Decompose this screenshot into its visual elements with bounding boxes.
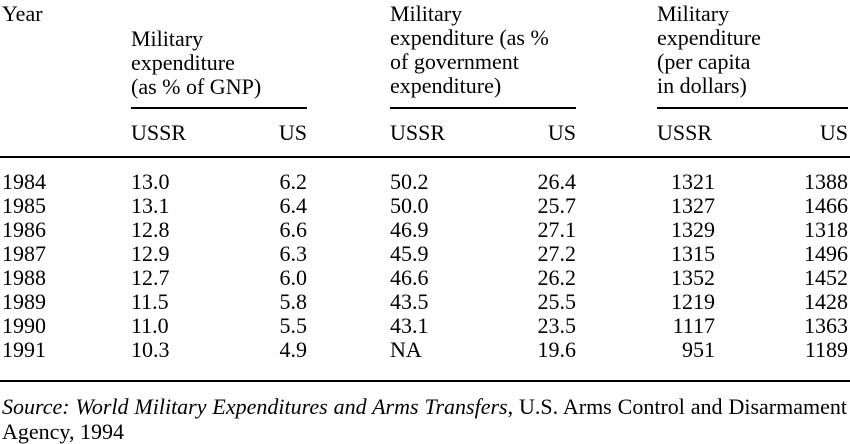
group-header-per-capita-line-4: in dollars) xyxy=(657,73,747,98)
cell-per-capita-us: 1318 xyxy=(804,217,848,242)
cell-government-us: 19.6 xyxy=(537,337,577,362)
group-header-gnp-line-1: Military xyxy=(131,26,204,51)
cell-government-us: 25.7 xyxy=(537,193,577,218)
cell-government-ussr: NA xyxy=(390,337,422,362)
cell-per-capita-ussr: 1329 xyxy=(671,217,715,242)
cell-per-capita-us: 1466 xyxy=(804,193,848,218)
cell-gnp-ussr: 10.3 xyxy=(131,337,170,362)
cell-per-capita-us: 1496 xyxy=(804,241,848,266)
cell-per-capita-us: 1363 xyxy=(804,313,848,338)
table-row: 1991 10.3 4.9 NA 19.6 951 1189 xyxy=(0,338,850,362)
group-header-government-line-4: expenditure) xyxy=(390,73,502,98)
row-year: 1989 xyxy=(2,289,46,314)
cell-gnp-us: 6.0 xyxy=(279,265,308,290)
row-year: 1988 xyxy=(2,265,46,290)
group-header-government-line-3: of government xyxy=(390,49,519,74)
cell-government-ussr: 45.9 xyxy=(390,241,429,266)
table-row: 1988 12.7 6.0 46.6 26.2 1352 1452 xyxy=(0,266,850,290)
table-bottom-rule xyxy=(0,380,850,382)
cell-per-capita-us: 1428 xyxy=(804,289,848,314)
cell-government-ussr: 46.6 xyxy=(390,265,429,290)
group-rule-gnp xyxy=(131,107,307,109)
table-row: 1990 11.0 5.5 43.1 23.5 1117 1363 xyxy=(0,314,850,338)
cell-government-us: 27.2 xyxy=(537,241,577,266)
group-header-per-capita-line-2: expenditure xyxy=(657,25,761,50)
subheader-per-capita-ussr: USSR xyxy=(657,120,713,145)
cell-gnp-ussr: 11.0 xyxy=(131,313,169,338)
cell-government-us: 25.5 xyxy=(537,289,577,314)
cell-per-capita-ussr: 951 xyxy=(682,337,715,362)
group-rule-government xyxy=(390,107,576,109)
group-rule-per-capita xyxy=(657,107,848,109)
cell-government-ussr: 50.2 xyxy=(390,169,429,194)
cell-gnp-us: 4.9 xyxy=(279,337,308,362)
group-header-per-capita: Military expenditure (per capita in doll… xyxy=(657,2,761,98)
row-year: 1985 xyxy=(2,193,46,218)
row-year: 1984 xyxy=(2,169,46,194)
cell-gnp-ussr: 13.0 xyxy=(131,169,170,194)
group-header-per-capita-line-1: Military xyxy=(657,1,730,26)
cell-gnp-us: 6.2 xyxy=(279,169,308,194)
subheader-government-ussr: USSR xyxy=(390,120,446,145)
table-row: 1984 13.0 6.2 50.2 26.4 1321 1388 xyxy=(0,170,850,194)
cell-gnp-ussr: 12.9 xyxy=(131,241,170,266)
cell-gnp-us: 6.3 xyxy=(279,241,308,266)
group-header-government: Military expenditure (as % of government… xyxy=(390,2,549,98)
cell-government-us: 23.5 xyxy=(537,313,577,338)
subheader-gnp-us: US xyxy=(278,120,307,145)
cell-government-ussr: 46.9 xyxy=(390,217,429,242)
cell-government-ussr: 43.1 xyxy=(390,313,429,338)
source-rest: , U.S. Arms Control and Disarmament Agen… xyxy=(2,394,847,444)
cell-government-ussr: 43.5 xyxy=(390,289,429,314)
group-header-gnp-line-2: expenditure xyxy=(131,50,235,75)
group-header-per-capita-line-3: (per capita xyxy=(657,49,751,74)
cell-government-us: 26.4 xyxy=(537,169,577,194)
row-year: 1991 xyxy=(2,337,46,362)
cell-government-us: 26.2 xyxy=(537,265,577,290)
row-year: 1990 xyxy=(2,313,46,338)
subheader-government-us: US xyxy=(547,120,576,145)
cell-gnp-us: 5.5 xyxy=(279,313,308,338)
cell-gnp-ussr: 12.7 xyxy=(131,265,170,290)
year-column-header: Year xyxy=(2,1,43,26)
group-header-government-line-2: expenditure (as % xyxy=(390,25,549,50)
cell-gnp-us: 6.6 xyxy=(279,217,308,242)
row-year: 1987 xyxy=(2,241,46,266)
cell-per-capita-ussr: 1321 xyxy=(671,169,715,194)
table-row: 1986 12.8 6.6 46.9 27.1 1329 1318 xyxy=(0,218,850,242)
cell-per-capita-us: 1189 xyxy=(804,337,848,362)
cell-gnp-ussr: 13.1 xyxy=(131,193,170,218)
cell-per-capita-us: 1452 xyxy=(804,265,848,290)
cell-government-ussr: 50.0 xyxy=(390,193,429,218)
cell-per-capita-ussr: 1315 xyxy=(671,241,715,266)
table-row: 1989 11.5 5.8 43.5 25.5 1219 1428 xyxy=(0,290,850,314)
header-bottom-rule xyxy=(0,156,850,158)
cell-per-capita-ussr: 1117 xyxy=(672,313,715,338)
cell-per-capita-ussr: 1352 xyxy=(671,265,715,290)
source-label: Source: World Military Expenditures and … xyxy=(2,394,508,419)
table-row: 1987 12.9 6.3 45.9 27.2 1315 1496 xyxy=(0,242,850,266)
table-row: 1985 13.1 6.4 50.0 25.7 1327 1466 xyxy=(0,194,850,218)
group-header-gnp: Military expenditure (as % of GNP) xyxy=(131,27,261,99)
cell-gnp-ussr: 11.5 xyxy=(131,289,169,314)
cell-per-capita-ussr: 1327 xyxy=(671,193,715,218)
cell-per-capita-ussr: 1219 xyxy=(671,289,715,314)
group-header-government-line-1: Military xyxy=(390,1,463,26)
subheader-gnp-ussr: USSR xyxy=(131,120,187,145)
cell-gnp-ussr: 12.8 xyxy=(131,217,170,242)
cell-gnp-us: 6.4 xyxy=(279,193,308,218)
row-year: 1986 xyxy=(2,217,46,242)
cell-government-us: 27.1 xyxy=(537,217,577,242)
cell-gnp-us: 5.8 xyxy=(279,289,308,314)
subheader-per-capita-us: US xyxy=(819,120,848,145)
group-header-gnp-line-3: (as % of GNP) xyxy=(131,74,262,99)
source-note: Source: World Military Expenditures and … xyxy=(2,394,847,444)
cell-per-capita-us: 1388 xyxy=(804,169,848,194)
